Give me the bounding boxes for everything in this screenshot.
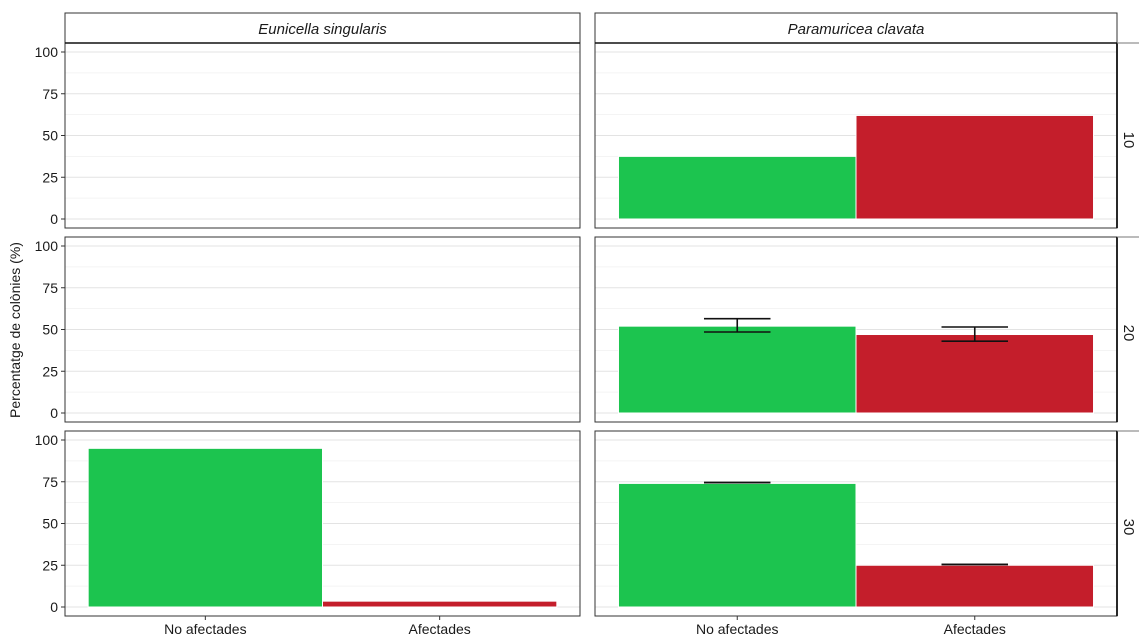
error-bar-afectades <box>941 326 1009 342</box>
panels <box>64 42 1139 617</box>
strip-label-paramuricea: Paramuricea clavata <box>788 21 925 38</box>
bar-no-afectades <box>87 447 323 608</box>
panel-paramuricea-10 <box>594 42 1139 229</box>
strip-bg-paramuricea <box>594 12 1118 44</box>
bar-afectades <box>322 600 558 608</box>
panel-eunicella-10 <box>64 42 581 229</box>
x-tick-label: No afectades <box>696 621 779 637</box>
error-bar-no-afectades <box>703 317 771 333</box>
row-label-10: 10 <box>1120 132 1137 149</box>
y-tick-label: 50 <box>42 128 58 144</box>
bar-afectades <box>855 114 1095 220</box>
panel-eunicella-30 <box>64 430 581 617</box>
y-tick-label: 0 <box>50 211 58 227</box>
y-tick-label: 75 <box>42 86 58 102</box>
x-tick-label: No afectades <box>164 621 247 637</box>
y-tick-label: 25 <box>42 169 58 185</box>
column-strips: Eunicella singularis Paramuricea clavata <box>64 12 1118 44</box>
bar-no-afectades <box>617 325 857 414</box>
y-tick-label: 75 <box>42 280 58 296</box>
row-label-30: 30 <box>1120 519 1137 536</box>
x-axis-ticks: No afectades Afectades No afectades Afectad… <box>164 616 1006 637</box>
y-tick-label: 50 <box>42 322 58 338</box>
bar-no-afectades <box>617 155 857 220</box>
row-label-20: 20 <box>1120 325 1137 342</box>
y-tick-label: 25 <box>42 363 58 379</box>
y-tick-label: 100 <box>35 44 59 60</box>
bar-afectades <box>855 334 1095 414</box>
panel-eunicella-20 <box>64 236 581 423</box>
x-tick-label: Afectades <box>944 621 1006 637</box>
y-tick-label: 0 <box>50 405 58 421</box>
panel-paramuricea-20 <box>594 236 1139 423</box>
y-axis-ticks: 0 25 50 75 100 0 25 50 75 100 0 25 50 75 100 <box>35 44 65 615</box>
x-tick-label: Afectades <box>409 621 471 637</box>
y-tick-label: 25 <box>42 557 58 573</box>
y-tick-label: 50 <box>42 516 58 532</box>
y-tick-label: 0 <box>50 599 58 615</box>
y-tick-label: 75 <box>42 474 58 490</box>
y-axis-title: Percentatge de colònies (%) <box>7 242 23 418</box>
panel-paramuricea-30 <box>594 430 1139 617</box>
y-tick-label: 100 <box>35 432 59 448</box>
bar-no-afectades <box>617 482 857 608</box>
y-tick-label: 100 <box>35 238 59 254</box>
strip-label-eunicella: Eunicella singularis <box>258 21 387 38</box>
strip-bg-eunicella <box>64 12 581 44</box>
row-strips: 10 20 30 <box>1120 132 1137 536</box>
bar-afectades <box>855 564 1095 608</box>
